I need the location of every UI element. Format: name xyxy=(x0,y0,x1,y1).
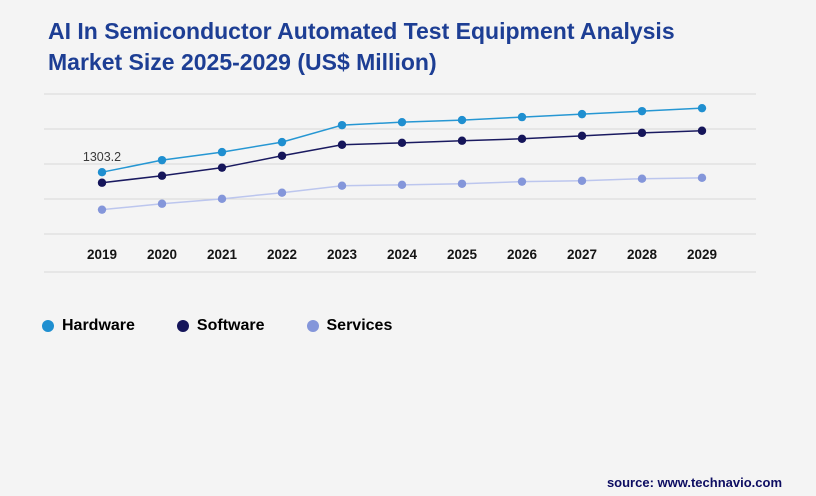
svg-text:2020: 2020 xyxy=(147,247,177,262)
svg-text:2027: 2027 xyxy=(567,247,597,262)
svg-text:2029: 2029 xyxy=(687,247,717,262)
hardware-legend-dot-icon xyxy=(42,320,54,332)
chart-area: 1303.2 2019 2020 2021 2022 2023 2024 2025 2026 20… xyxy=(44,86,816,283)
svg-text:2022: 2022 xyxy=(267,247,297,262)
svg-text:2026: 2026 xyxy=(507,247,538,262)
software-legend-dot-icon xyxy=(176,320,189,332)
legend-item-software: Software xyxy=(176,317,265,335)
page-title-line1: AI In Semiconductor Automated Test Equip… xyxy=(48,18,675,44)
legend-label-software: Software xyxy=(196,317,265,334)
svg-text:2024: 2024 xyxy=(387,247,418,262)
page-title-line2: Market Size 2025-2029 (US$ Million) xyxy=(48,49,437,75)
svg-text:2025: 2025 xyxy=(447,247,478,262)
svg-text:2019: 2019 xyxy=(87,247,117,262)
svg-text:1303.2: 1303.2 xyxy=(83,150,121,164)
legend-label-services: Services xyxy=(326,317,393,334)
svg-text:2021: 2021 xyxy=(207,247,238,262)
legend-item-services: Services xyxy=(306,317,393,335)
legend-item-hardware: Hardware xyxy=(42,317,135,335)
page-title: AI In Semiconductor Automated Test Equip… xyxy=(48,16,776,78)
line-chart: 1303.2 2019 2020 2021 2022 2023 2024 2025 2026 20… xyxy=(44,93,756,273)
source-text: source: www.technavio.com xyxy=(606,475,782,490)
services-legend-dot-icon xyxy=(306,320,319,332)
chart-legend: Hardware Software Services xyxy=(42,317,816,335)
chart-page: AI In Semiconductor Automated Test Equip… xyxy=(0,16,816,496)
svg-text:2028: 2028 xyxy=(627,247,658,262)
svg-text:2023: 2023 xyxy=(327,247,358,262)
legend-label-hardware: Hardware xyxy=(62,317,135,334)
